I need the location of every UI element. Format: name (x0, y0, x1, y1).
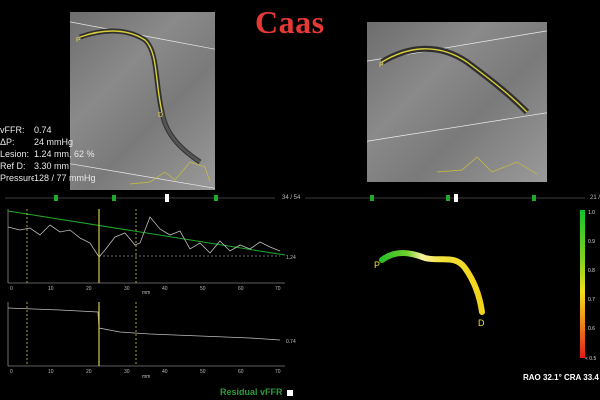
scale-label: < 0.5 (585, 356, 596, 362)
stat-label: vFFR: (0, 125, 25, 135)
stat-row-lesion: Lesion: 1.24 mm, 62 % (0, 148, 154, 160)
x-tick: 0 (10, 286, 13, 292)
stat-label: Pressure: (0, 173, 34, 183)
projection-plane-outline (367, 30, 547, 142)
frame-counter-left: 34 / 54 (282, 195, 301, 201)
slider-marker[interactable] (532, 195, 536, 201)
vffr-pullback-graph[interactable]: 0.74 0 10 20 30 40 50 60 70 mm (0, 298, 300, 388)
diameter-graph[interactable]: 1.24 0 10 20 30 40 50 60 70 mm (0, 205, 300, 295)
x-axis-label: mm (142, 290, 150, 295)
x-axis-label: mm (142, 374, 150, 380)
scale-label: 0.7 (588, 297, 595, 303)
slider-marker[interactable] (446, 195, 450, 201)
x-tick: 10 (48, 286, 54, 292)
stats-panel: vFFR: 0.74 ΔP: 24 mmHg Lesion: 1.24 mm, … (0, 124, 154, 184)
stat-row-vffr: vFFR: 0.74 (0, 124, 154, 136)
vessel-centerline (79, 30, 163, 113)
stat-label: ΔP: (0, 137, 15, 147)
value-label: 1.24 (286, 255, 296, 261)
stat-row-delta-p: ΔP: 24 mmHg (0, 136, 154, 148)
x-tick: 70 (275, 286, 281, 292)
profile-trace (436, 156, 538, 175)
vessel-centerline (381, 48, 528, 113)
vessel-shadow (380, 45, 530, 115)
residual-vffr-legend[interactable]: Residual vFFR (220, 387, 293, 397)
x-tick: 10 (48, 369, 54, 375)
x-tick: 40 (162, 369, 168, 375)
vessel-3d-shape (379, 250, 485, 315)
stat-value: 128 / 77 mmHg (34, 173, 96, 183)
color-scale-bar: 1.0 0.9 0.8 0.7 0.6 < 0.5 (580, 210, 596, 362)
legend-label: Residual vFFR (220, 387, 283, 397)
x-tick: 50 (200, 286, 206, 292)
slider-thumb[interactable] (454, 194, 458, 202)
stat-value: 24 mmHg (34, 137, 74, 147)
stat-label: Ref D: (0, 161, 26, 171)
marker-p: P (374, 260, 380, 270)
angiogram-right-view[interactable]: P (367, 22, 547, 182)
color-gradient (580, 210, 585, 358)
view-angles: RAO 32.1° CRA 33.4 (523, 373, 599, 382)
marker-d: D (158, 112, 163, 119)
angiogram-left-overlay: P D (70, 21, 215, 189)
stat-value: 1.24 mm, 62 % (34, 149, 95, 159)
frame-slider-left[interactable] (0, 193, 300, 203)
slider-marker[interactable] (214, 195, 218, 201)
scale-label: 0.9 (588, 239, 595, 245)
slider-thumb[interactable] (165, 194, 169, 202)
marker-p: P (76, 37, 81, 44)
x-tick: 40 (162, 286, 168, 292)
x-tick: 70 (275, 369, 281, 375)
slider-marker[interactable] (370, 195, 374, 201)
x-tick: 0 (10, 369, 13, 375)
slider-marker[interactable] (54, 195, 58, 201)
scale-label: 0.8 (588, 268, 595, 274)
marker-p: P (379, 62, 384, 69)
x-tick: 30 (124, 286, 130, 292)
projection-plane-outline (70, 21, 215, 189)
vessel-3d-model[interactable]: P D (370, 240, 510, 330)
angiogram-left-view[interactable]: P D (70, 12, 215, 190)
frame-counter-right: 21 / (590, 195, 600, 201)
frame-slider-right[interactable] (300, 193, 600, 203)
vessel-distal (160, 111, 201, 164)
x-tick: 50 (200, 369, 206, 375)
stat-value: 0.74 (34, 125, 52, 135)
x-tick: 60 (238, 369, 244, 375)
value-label: 0.74 (286, 339, 296, 345)
x-tick: 20 (86, 286, 92, 292)
vffr-curve (7, 307, 281, 341)
stat-row-pressure: Pressure: 128 / 77 mmHg (0, 172, 154, 184)
angiogram-right-overlay: P (367, 30, 547, 175)
brand-logo: Caas (255, 4, 325, 40)
scale-label: 1.0 (588, 210, 595, 216)
x-tick: 30 (124, 369, 130, 375)
stat-label: Lesion: (0, 149, 30, 159)
x-tick: 20 (86, 369, 92, 375)
stat-value: 3.30 mm (34, 161, 70, 171)
x-tick: 60 (238, 286, 244, 292)
diameter-curve (7, 216, 281, 258)
reference-trend-line (7, 210, 286, 256)
stat-row-ref-d: Ref D: 3.30 mm (0, 160, 154, 172)
scale-label: 0.6 (588, 326, 595, 332)
legend-toggle-box[interactable] (286, 389, 293, 396)
marker-d: D (478, 318, 485, 328)
slider-marker[interactable] (112, 195, 116, 201)
profile-trace (129, 161, 211, 185)
